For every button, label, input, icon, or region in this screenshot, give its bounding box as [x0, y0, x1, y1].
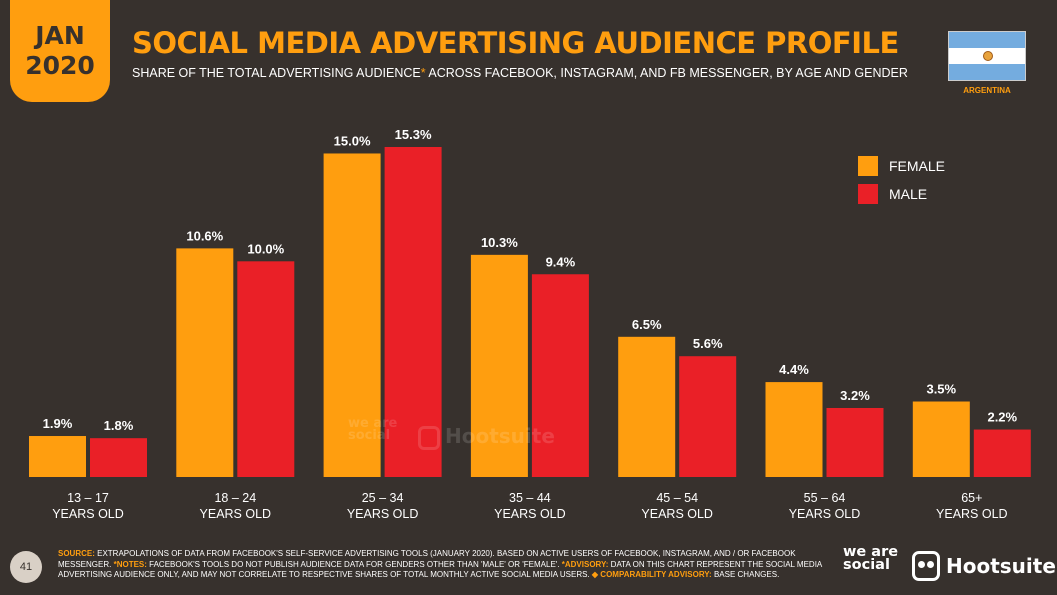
bar-female-0	[29, 436, 86, 477]
subtitle-pre: SHARE OF THE TOTAL ADVERTISING AUDIENCE	[132, 66, 421, 80]
x-tick-label-5-2: YEARS OLD	[789, 507, 861, 521]
bar-chart: 1.9% 1.8% 13 – 17 YEARS OLD 10.6% 10.0% 18 – 2…	[29, 127, 1031, 521]
data-label-female-6: 3.5%	[926, 382, 956, 397]
x-tick-label-6-1: 65+	[961, 491, 982, 505]
notes-label: *NOTES:	[113, 559, 147, 569]
hootsuite-owl-icon	[912, 551, 940, 581]
hootsuite-logo: Hootsuite	[912, 551, 1056, 581]
bar-female-6	[912, 401, 970, 477]
data-label-female-0: 1.9%	[43, 416, 73, 431]
bar-male-3	[531, 274, 589, 477]
page-number: 41	[10, 551, 42, 583]
date-month: JAN	[35, 21, 85, 50]
subtitle-star: *	[420, 66, 426, 80]
legend-label-male: MALE	[889, 186, 928, 202]
watermark-owl-icon	[418, 425, 440, 450]
data-label-male-6: 2.2%	[987, 410, 1017, 425]
data-label-male-2: 15.3%	[395, 127, 432, 142]
bar-female-5	[765, 382, 823, 477]
advisory-label: *ADVISORY:	[561, 559, 609, 569]
x-tick-label-1-1: 18 – 24	[214, 491, 256, 505]
legend-label-female: FEMALE	[889, 158, 946, 174]
x-tick-label-2-1: 25 – 34	[362, 491, 404, 505]
x-tick-label-6-2: YEARS OLD	[936, 507, 1008, 521]
data-label-male-5: 3.2%	[840, 388, 870, 403]
notes-text: FACEBOOK'S TOOLS DO NOT PUBLISH AUDIENCE…	[146, 559, 562, 569]
bar-female-4	[618, 336, 676, 477]
x-tick-label-5-1: 55 – 64	[804, 491, 846, 505]
x-tick-label-1-2: YEARS OLD	[200, 507, 272, 521]
x-tick-label-3-1: 35 – 44	[509, 491, 551, 505]
data-label-female-4: 6.5%	[632, 317, 662, 332]
x-tick-label-2-2: YEARS OLD	[347, 507, 419, 521]
x-tick-label-4-1: 45 – 54	[656, 491, 698, 505]
subtitle-post: ACROSS FACEBOOK, INSTAGRAM, AND FB MESSE…	[425, 66, 908, 80]
legend-item-male: MALE	[858, 180, 945, 208]
bar-male-2	[384, 147, 442, 477]
legend-swatch-male	[858, 184, 878, 204]
legend-item-female: FEMALE	[858, 152, 945, 180]
date-year: 2020	[25, 51, 95, 80]
x-tick-label-0-1: 13 – 17	[67, 491, 109, 505]
source-label: SOURCE:	[58, 549, 95, 558]
data-label-male-4: 5.6%	[693, 336, 723, 351]
watermark-hootsuite-text: Hootsuite	[445, 424, 555, 448]
comparability-text: BASE CHANGES.	[711, 570, 780, 579]
country-label: ARGENTINA	[963, 86, 1011, 95]
legend-swatch-female	[858, 156, 878, 176]
date-badge: JAN 2020	[10, 0, 110, 102]
watermark-we-are-social: we are social	[348, 416, 398, 443]
advisory-text: DATA ON THIS CHART REPRESENT THE SOCIAL …	[58, 559, 822, 580]
argentina-flag-icon	[948, 31, 1026, 81]
x-tick-label-4-2: YEARS OLD	[641, 507, 713, 521]
data-label-male-0: 1.8%	[104, 418, 134, 433]
data-label-male-3: 9.4%	[546, 254, 576, 269]
chart-legend: FEMALE MALE	[858, 152, 945, 208]
bar-male-1	[237, 261, 295, 477]
bar-female-3	[470, 254, 528, 477]
bar-male-4	[679, 356, 737, 477]
we-are-social-logo: we are social	[843, 544, 899, 573]
x-tick-label-3-2: YEARS OLD	[494, 507, 566, 521]
x-tick-label-0-2: YEARS OLD	[52, 507, 124, 521]
watermark-hootsuite: Hootsuite	[418, 424, 555, 450]
comparability-label: ◆ COMPARABILITY ADVISORY:	[591, 570, 712, 579]
footnote: SOURCE: EXTRAPOLATIONS OF DATA FROM FACE…	[58, 549, 828, 581]
page-title: SOCIAL MEDIA ADVERTISING AUDIENCE PROFIL…	[132, 26, 899, 60]
hootsuite-logo-text: Hootsuite	[946, 554, 1056, 578]
data-label-female-3: 10.3%	[481, 235, 518, 250]
source-text: EXTRAPOLATIONS OF DATA FROM FACEBOOK'S S…	[58, 549, 796, 569]
data-label-female-5: 4.4%	[779, 362, 809, 377]
page-subtitle: SHARE OF THE TOTAL ADVERTISING AUDIENCE*…	[132, 66, 908, 80]
bar-male-6	[973, 429, 1031, 477]
bar-female-2	[323, 153, 381, 477]
data-label-female-2: 15.0%	[334, 133, 371, 148]
bar-male-0	[90, 438, 147, 477]
bar-female-1	[176, 248, 234, 477]
data-label-female-1: 10.6%	[186, 228, 223, 243]
bar-male-5	[826, 407, 884, 477]
data-label-male-1: 10.0%	[247, 241, 284, 256]
